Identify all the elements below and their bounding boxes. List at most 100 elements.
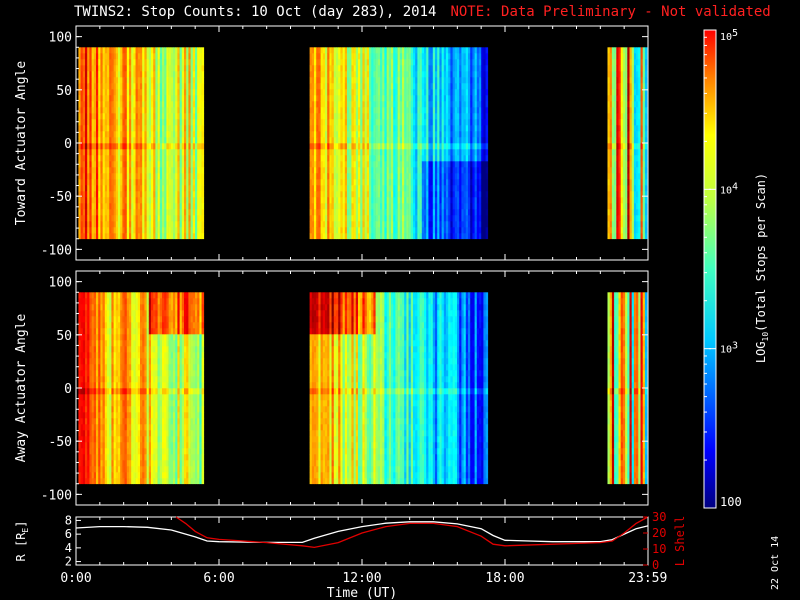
heatmap-cell [441, 59, 445, 66]
heatmap-cell [452, 221, 456, 228]
heatmap-cell [137, 155, 141, 162]
heatmap-cell [135, 233, 139, 240]
heatmap-cell [642, 59, 646, 66]
heatmap-cell [118, 95, 121, 102]
heatmap-cell [153, 179, 156, 186]
heatmap-cell [102, 185, 106, 192]
heatmap-cell [349, 125, 352, 132]
heatmap-cell [195, 233, 198, 240]
heatmap-cell [629, 179, 632, 186]
heatmap-cell [611, 227, 615, 234]
heatmap-cell [201, 107, 205, 114]
heatmap-cell [85, 215, 88, 222]
heatmap-cell [190, 227, 194, 234]
heatmap-cell [369, 89, 372, 96]
heatmap-cell [344, 95, 348, 102]
heatmap-cell [382, 209, 385, 216]
heatmap-cell [424, 71, 427, 78]
heatmap-cell [113, 179, 117, 186]
heatmap-cell [126, 191, 130, 198]
heatmap-cell [642, 227, 646, 234]
heatmap-cell [476, 167, 480, 174]
heatmap-cell [472, 125, 475, 132]
heatmap-cell [316, 173, 319, 180]
heatmap-cell [364, 179, 368, 186]
heatmap-cell [397, 71, 401, 78]
heatmap-cell [428, 179, 431, 186]
heatmap-cell [638, 131, 641, 138]
heatmap-cell [168, 101, 172, 108]
heatmap-cell [129, 107, 132, 114]
heatmap-cell [636, 59, 639, 66]
heatmap-cell [459, 59, 462, 66]
heatmap-cell [333, 95, 337, 102]
heatmap-cell [459, 137, 462, 144]
heatmap-cell [155, 203, 158, 210]
heatmap-cell [622, 113, 626, 120]
heatmap-cell [78, 233, 81, 240]
heatmap-cell [364, 101, 368, 108]
heatmap-cell [636, 197, 639, 204]
heatmap-cell [320, 215, 324, 222]
heatmap-cell [631, 149, 635, 156]
heatmap-cell [481, 149, 484, 156]
heatmap-cell [636, 89, 639, 96]
heatmap-cell [170, 179, 174, 186]
heatmap-cell [481, 113, 484, 120]
heatmap-cell [325, 101, 328, 108]
heatmap-cell [614, 155, 617, 162]
heatmap-cell [78, 95, 81, 102]
heatmap-cell [144, 53, 147, 60]
heatmap-cell [197, 167, 200, 174]
heatmap-cell [384, 167, 387, 174]
heatmap-cell [375, 179, 379, 186]
heatmap-cell [627, 119, 630, 126]
heatmap-cell [355, 89, 359, 96]
heatmap-cell [100, 203, 103, 210]
heatmap-cell [640, 119, 643, 126]
heatmap-cell [340, 53, 343, 60]
heatmap-cell [314, 161, 317, 168]
heatmap-cell [344, 119, 348, 126]
heatmap-cell [166, 149, 169, 156]
heatmap-cell [329, 95, 332, 102]
heatmap-cell [199, 233, 202, 240]
heatmap-cell [140, 203, 143, 210]
heatmap-cell [197, 149, 200, 156]
heatmap-cell [479, 95, 482, 102]
heatmap-cell [446, 209, 449, 216]
heatmap-cell [347, 65, 350, 72]
heatmap-cell [340, 125, 343, 132]
heatmap-cell [96, 191, 99, 198]
heatmap-cell [452, 101, 456, 108]
heatmap-cell [386, 209, 390, 216]
heatmap-cell [159, 101, 163, 108]
heatmap-cell [607, 53, 610, 60]
heatmap-cell [102, 47, 106, 54]
heatmap-cell [483, 233, 486, 240]
heatmap-cell [113, 59, 117, 66]
heatmap-cell [85, 227, 88, 234]
heatmap-cell [333, 89, 337, 96]
heatmap-cell [87, 143, 90, 150]
heatmap-cell [329, 119, 332, 126]
heatmap-cell [360, 221, 363, 228]
heatmap-cell [120, 167, 123, 174]
heatmap-cell [170, 197, 174, 204]
heatmap-cell [192, 185, 196, 192]
heatmap-cell [439, 47, 442, 54]
heatmap-cell [115, 59, 119, 66]
heatmap-cell [168, 221, 172, 228]
heatmap-cell [184, 233, 187, 240]
heatmap-cell [417, 83, 420, 90]
heatmap-cell [87, 137, 90, 144]
heatmap-cell [369, 107, 372, 114]
heatmap-cell [371, 107, 374, 114]
heatmap-cell [98, 53, 101, 60]
heatmap-cell [399, 89, 403, 96]
heatmap-cell [146, 113, 150, 120]
heatmap-cell [82, 125, 86, 132]
heatmap-cell [353, 107, 357, 114]
heatmap-cell [201, 59, 205, 66]
